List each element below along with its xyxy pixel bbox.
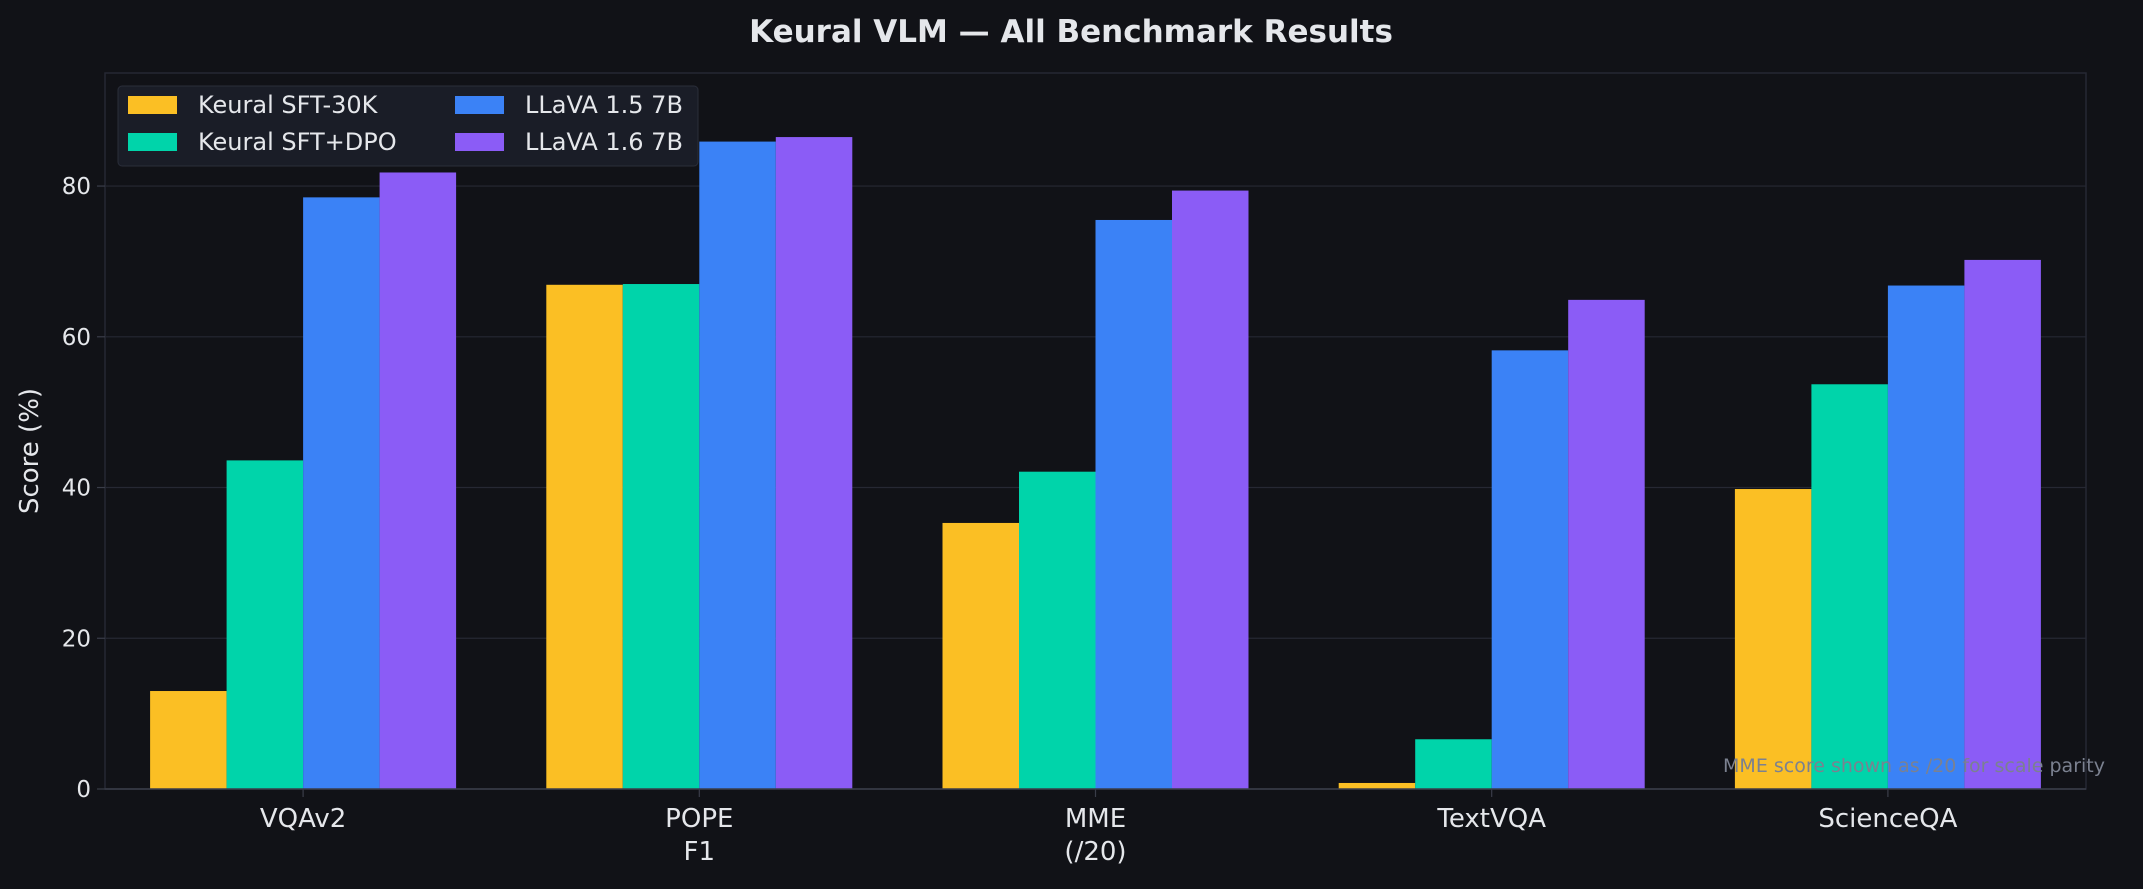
legend-label: LLaVA 1.6 7B bbox=[525, 128, 683, 156]
legend-swatch bbox=[455, 133, 504, 151]
bar-llava-1-5-7b bbox=[699, 141, 776, 789]
bar-keural-sft-30k bbox=[546, 284, 623, 789]
x-tick-label: F1 bbox=[684, 837, 716, 867]
x-tick-label: VQAv2 bbox=[260, 804, 346, 834]
y-tick-label: 80 bbox=[62, 174, 91, 200]
legend-label: Keural SFT+DPO bbox=[198, 128, 397, 156]
bar-llava-1-6-7b bbox=[1568, 299, 1645, 789]
chart-annotation: MME score shown as /20 for scale parity bbox=[1723, 755, 2105, 777]
y-tick-label: 20 bbox=[62, 626, 91, 652]
bar-keural-sft-dpo bbox=[622, 284, 700, 789]
bar-keural-sft-30k bbox=[1734, 489, 1812, 789]
x-tick-label: ScienceQA bbox=[1818, 804, 1957, 834]
x-tick-label: TextVQA bbox=[1436, 804, 1546, 834]
bar-llava-1-6-7b bbox=[1172, 190, 1249, 790]
x-tick-label: POPE bbox=[665, 804, 733, 834]
legend-swatch bbox=[455, 96, 504, 114]
bars-layer bbox=[150, 137, 2041, 790]
bar-keural-sft-30k bbox=[942, 522, 1019, 789]
legend: Keural SFT-30K Keural SFT+DPO LLaVA 1.5 7B… bbox=[117, 85, 699, 167]
y-axis-label: Score (%) bbox=[15, 388, 45, 514]
y-tick-label: 0 bbox=[76, 777, 91, 803]
chart-title: Keural VLM — All Benchmark Results bbox=[749, 14, 1393, 50]
y-tick-label: 40 bbox=[62, 476, 91, 502]
bar-llava-1-6-7b bbox=[775, 137, 853, 789]
legend-swatch bbox=[128, 96, 177, 114]
x-tick-label: (/20) bbox=[1064, 837, 1126, 867]
bar-llava-1-5-7b bbox=[1095, 219, 1172, 790]
bar-llava-1-5-7b bbox=[1491, 350, 1569, 789]
legend-swatch bbox=[128, 133, 177, 151]
x-tick-label: MME bbox=[1065, 804, 1126, 834]
bar-keural-sft-30k bbox=[1338, 782, 1416, 789]
bar-keural-sft-dpo bbox=[1019, 471, 1096, 789]
bar-llava-1-5-7b bbox=[1887, 285, 1965, 789]
bar-keural-sft-dpo bbox=[1811, 384, 1888, 789]
legend-box bbox=[117, 85, 699, 167]
bar-llava-1-6-7b bbox=[379, 172, 457, 789]
legend-label: Keural SFT-30K bbox=[198, 91, 379, 119]
bar-llava-1-5-7b bbox=[303, 197, 380, 789]
y-tick-label: 60 bbox=[62, 325, 91, 351]
bar-keural-sft-dpo bbox=[226, 460, 304, 789]
bar-keural-sft-30k bbox=[150, 691, 227, 789]
bar-keural-sft-dpo bbox=[1415, 739, 1492, 789]
legend-label: LLaVA 1.5 7B bbox=[525, 91, 683, 119]
bar-llava-1-6-7b bbox=[1964, 259, 2041, 789]
